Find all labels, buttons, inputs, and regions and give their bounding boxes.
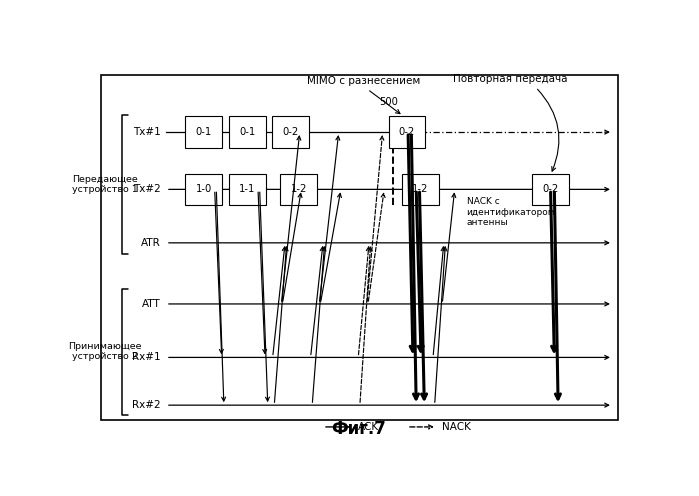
FancyBboxPatch shape (280, 174, 317, 205)
Text: Передающее
устройство 1: Передающее устройство 1 (72, 175, 138, 194)
FancyBboxPatch shape (229, 117, 266, 148)
FancyBboxPatch shape (272, 117, 309, 148)
Text: Rx#2: Rx#2 (132, 400, 161, 410)
FancyBboxPatch shape (532, 174, 569, 205)
Text: 1-1: 1-1 (239, 185, 255, 194)
Text: Tx#2: Tx#2 (133, 185, 161, 194)
FancyBboxPatch shape (101, 75, 618, 421)
FancyBboxPatch shape (389, 117, 426, 148)
Text: 0-2: 0-2 (282, 127, 298, 137)
Text: 500: 500 (379, 97, 398, 107)
Text: NACK: NACK (442, 422, 471, 432)
Text: ATR: ATR (140, 238, 161, 248)
Text: 0-2: 0-2 (542, 185, 559, 194)
Text: MIMO с разнесением: MIMO с разнесением (307, 76, 420, 114)
Text: 1-2: 1-2 (412, 185, 428, 194)
Text: NACK с
идентификатором
антенны: NACK с идентификатором антенны (467, 197, 555, 227)
FancyBboxPatch shape (402, 174, 439, 205)
FancyBboxPatch shape (185, 174, 222, 205)
Text: 0-1: 0-1 (239, 127, 255, 137)
Text: Фиг.7: Фиг.7 (331, 421, 386, 438)
Text: Принимающее
устройство 2: Принимающее устройство 2 (68, 342, 141, 362)
Text: ATT: ATT (142, 299, 161, 309)
Text: 1-2: 1-2 (291, 185, 307, 194)
FancyBboxPatch shape (185, 117, 222, 148)
Text: 0-1: 0-1 (196, 127, 212, 137)
Text: Rx#1: Rx#1 (132, 353, 161, 363)
Text: Повторная передача: Повторная передача (453, 74, 567, 171)
Text: ACK: ACK (359, 422, 380, 432)
Text: 0-2: 0-2 (399, 127, 415, 137)
FancyBboxPatch shape (229, 174, 266, 205)
Text: 1-0: 1-0 (196, 185, 212, 194)
Text: Tx#1: Tx#1 (133, 127, 161, 137)
